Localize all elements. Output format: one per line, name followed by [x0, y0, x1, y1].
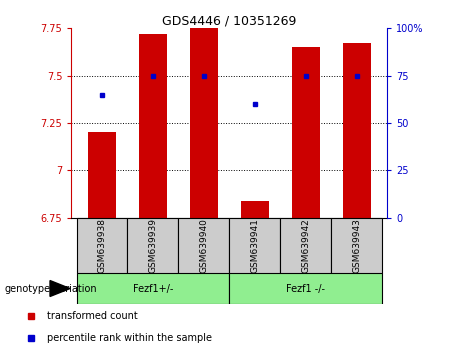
Bar	[128, 218, 178, 273]
Bar	[292, 47, 320, 218]
Text: transformed count: transformed count	[47, 311, 138, 321]
Bar	[139, 34, 167, 218]
Text: GSM639941: GSM639941	[250, 218, 260, 273]
Bar	[241, 201, 269, 218]
Text: GSM639943: GSM639943	[352, 218, 361, 273]
Text: GSM639939: GSM639939	[148, 218, 158, 273]
Polygon shape	[50, 280, 70, 297]
Bar	[77, 273, 230, 304]
Bar	[178, 218, 230, 273]
Title: GDS4446 / 10351269: GDS4446 / 10351269	[162, 14, 296, 27]
Bar	[343, 44, 371, 218]
Text: GSM639942: GSM639942	[301, 218, 310, 273]
Text: percentile rank within the sample: percentile rank within the sample	[47, 332, 213, 343]
Text: GSM639938: GSM639938	[98, 218, 106, 273]
Bar	[331, 218, 382, 273]
Text: Fezf1+/-: Fezf1+/-	[133, 284, 173, 293]
Bar	[190, 28, 218, 218]
Bar	[280, 218, 331, 273]
Bar	[230, 218, 280, 273]
Text: genotype/variation: genotype/variation	[5, 284, 97, 293]
Text: Fezf1 -/-: Fezf1 -/-	[286, 284, 325, 293]
Bar	[230, 273, 382, 304]
Bar	[88, 132, 116, 218]
Text: GSM639940: GSM639940	[199, 218, 208, 273]
Bar	[77, 218, 128, 273]
